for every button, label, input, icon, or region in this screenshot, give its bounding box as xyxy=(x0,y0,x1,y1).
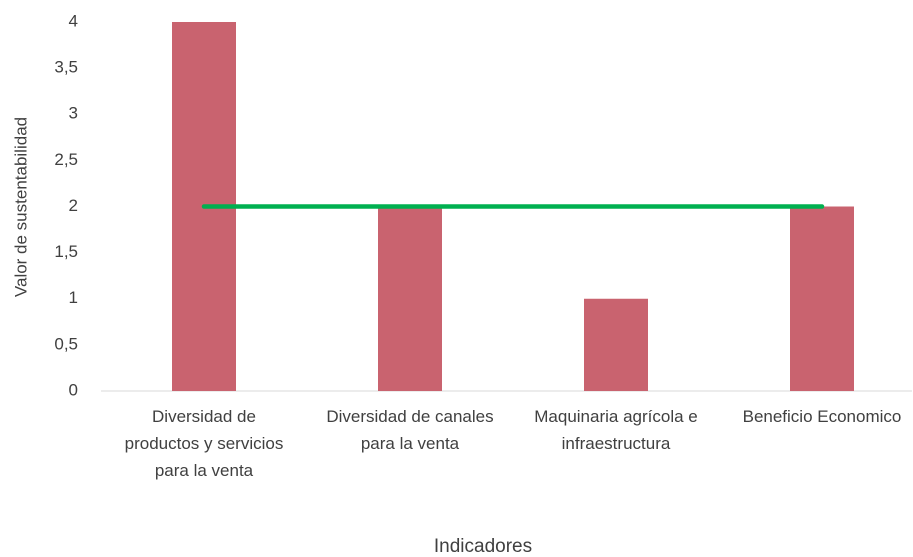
y-axis-title: Valor de sustentabilidad xyxy=(11,117,30,297)
y-tick-label: 2 xyxy=(69,196,78,215)
y-tick-label: 1,5 xyxy=(54,242,78,261)
x-tick-label: Beneficio Economico xyxy=(742,407,902,426)
y-tick-label: 3,5 xyxy=(54,58,78,77)
x-tick-label: Diversidad de productos y servicios para… xyxy=(124,407,284,480)
y-tick-label: 1 xyxy=(69,288,78,307)
x-tick-label: Diversidad de canales para la venta xyxy=(326,407,494,453)
bar xyxy=(584,298,648,391)
y-tick-label: 2,5 xyxy=(54,150,78,169)
x-tick-label: Maquinaria agrícola e infraestructura xyxy=(534,407,698,453)
bar xyxy=(790,206,854,391)
y-tick-label: 0,5 xyxy=(54,334,78,353)
y-tick-label: 4 xyxy=(69,11,78,30)
bar xyxy=(378,206,442,391)
x-axis-title: Indicadores xyxy=(434,536,532,557)
y-tick-label: 3 xyxy=(69,104,78,123)
y-tick-label: 0 xyxy=(69,380,78,399)
